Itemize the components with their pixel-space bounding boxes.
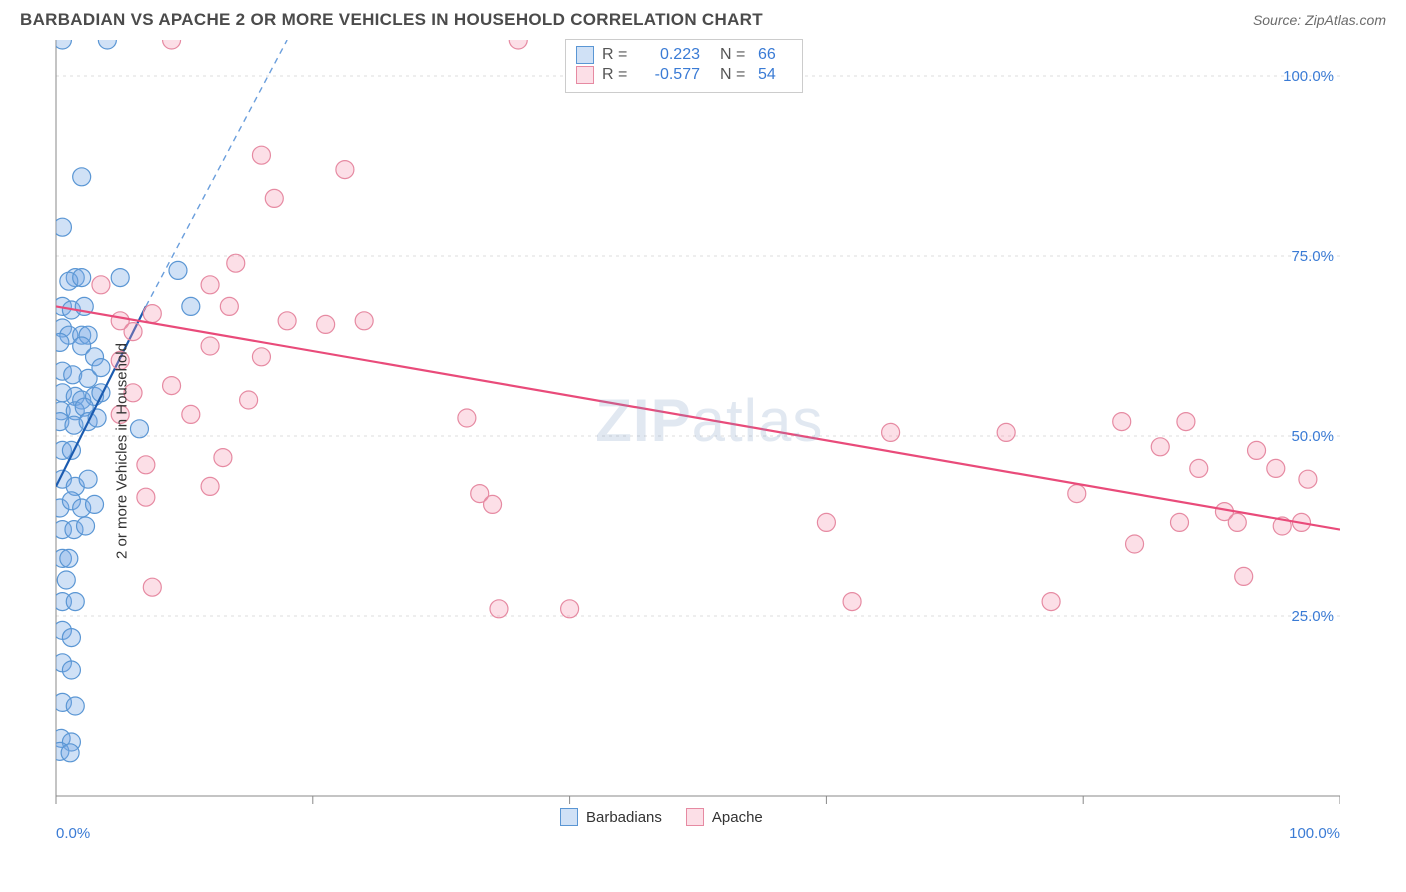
- stat-row: R = -0.577 N = 54: [576, 66, 792, 84]
- svg-text:100.0%: 100.0%: [1289, 825, 1340, 842]
- chart-container: 2 or more Vehicles in Household 25.0% 50.…: [20, 36, 1386, 866]
- header: BARBADIAN VS APACHE 2 OR MORE VEHICLES I…: [0, 0, 1406, 36]
- correlation-stats-box: R = 0.223 N = 66 R = -0.577 N = 54: [565, 39, 803, 93]
- r-label: R =: [602, 46, 630, 64]
- r-value: -0.577: [638, 66, 700, 84]
- r-label: R =: [602, 66, 630, 84]
- y-axis-label: 2 or more Vehicles in Household: [113, 343, 130, 559]
- svg-text:25.0%: 25.0%: [1291, 608, 1334, 625]
- stat-row: R = 0.223 N = 66: [576, 46, 792, 64]
- n-value: 54: [758, 66, 792, 84]
- scatter-chart: 25.0% 50.0% 75.0% 100.0% 0.0% 100.0%: [20, 36, 1340, 866]
- series-swatch: [576, 66, 594, 84]
- r-value: 0.223: [638, 46, 700, 64]
- svg-text:75.0%: 75.0%: [1291, 248, 1334, 265]
- svg-text:50.0%: 50.0%: [1291, 428, 1334, 445]
- legend-item: Barbadians: [560, 808, 662, 826]
- legend-label: Apache: [712, 809, 763, 826]
- n-label: N =: [720, 66, 750, 84]
- chart-title: BARBADIAN VS APACHE 2 OR MORE VEHICLES I…: [20, 10, 763, 30]
- legend-label: Barbadians: [586, 809, 662, 826]
- legend-swatch: [686, 808, 704, 826]
- legend-item: Apache: [686, 808, 763, 826]
- svg-text:100.0%: 100.0%: [1283, 68, 1334, 85]
- series-legend: Barbadians Apache: [560, 808, 763, 826]
- source-label: Source: ZipAtlas.com: [1253, 12, 1386, 28]
- n-value: 66: [758, 46, 792, 64]
- n-label: N =: [720, 46, 750, 64]
- svg-text:0.0%: 0.0%: [56, 825, 90, 842]
- legend-swatch: [560, 808, 578, 826]
- series-swatch: [576, 46, 594, 64]
